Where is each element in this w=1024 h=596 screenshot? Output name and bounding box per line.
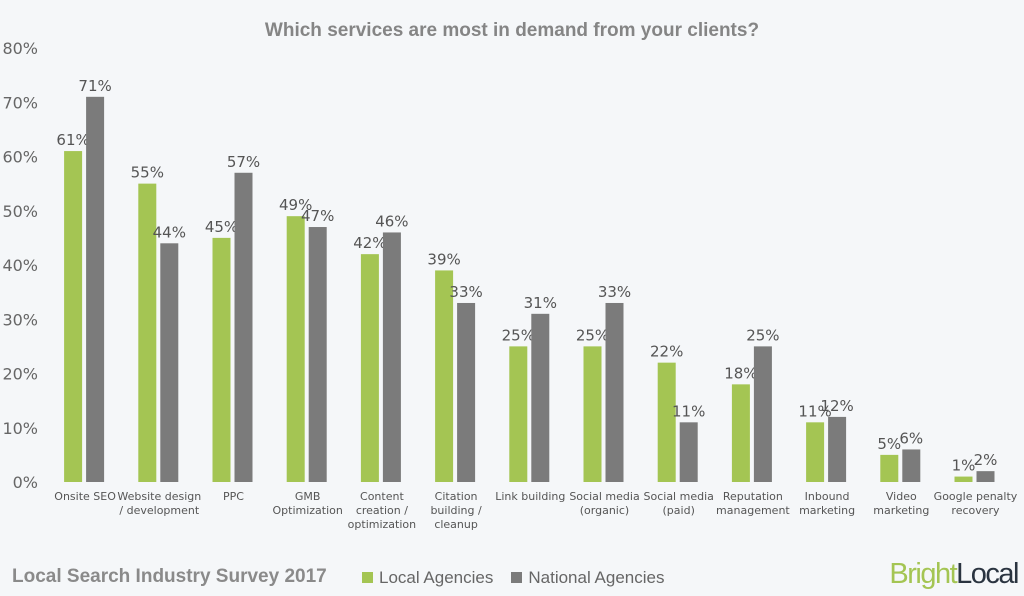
data-label: 39% [427, 250, 460, 268]
x-tick-label: PPC [223, 490, 244, 503]
data-label: 47% [301, 207, 334, 225]
data-label: 61% [56, 131, 89, 149]
x-tick-label: Reputation [723, 490, 783, 503]
bar-local [360, 254, 379, 482]
bar-local [583, 346, 602, 482]
data-label: 22% [650, 343, 683, 361]
data-label: 25% [576, 326, 609, 344]
x-tick-label: Video [886, 490, 917, 503]
x-tick-label: (organic) [580, 504, 629, 517]
x-tick-label: Inbound [805, 490, 850, 503]
data-label: 18% [724, 364, 757, 382]
x-tick-label: creation / [356, 504, 408, 517]
y-tick-label: 60% [2, 148, 38, 167]
legend-swatch-local [362, 572, 373, 583]
bar-local [138, 183, 157, 482]
x-tick-label: Social media [569, 490, 639, 503]
data-label: 2% [974, 451, 998, 469]
y-tick-label: 10% [2, 419, 38, 438]
data-label: 55% [131, 164, 164, 182]
bar-local [806, 422, 825, 482]
y-tick-label: 20% [2, 365, 38, 384]
bar-national [828, 416, 847, 482]
x-tick-label: Citation [435, 490, 478, 503]
bar-local [212, 237, 231, 482]
x-tick-label: Optimization [273, 504, 343, 517]
bar-local [509, 346, 528, 482]
x-tick-label: Content [360, 490, 404, 503]
data-label: 49% [279, 196, 312, 214]
legend-label-local: Local Agencies [379, 568, 494, 587]
data-label: 57% [227, 153, 260, 171]
x-tick-label: recovery [951, 504, 1000, 517]
x-tick-label: Google penalty [934, 490, 1018, 503]
y-tick-label: 0% [13, 473, 38, 492]
data-label: 11% [798, 402, 831, 420]
x-tick-label: optimization [348, 518, 416, 531]
bar-national [86, 96, 105, 482]
bar-local [435, 270, 454, 482]
y-tick-label: 80% [2, 39, 38, 58]
x-tick-label: cleanup [434, 518, 478, 531]
x-tick-label: Website design [117, 490, 201, 503]
data-label: 33% [449, 283, 482, 301]
bar-national [160, 243, 179, 482]
bar-national [234, 172, 253, 482]
brightlocal-logo: BrightLocal [889, 558, 1019, 590]
legend-label-national: National Agencies [528, 568, 665, 587]
x-tick-label: / development [119, 504, 199, 517]
bar-national [605, 302, 624, 482]
bar-national [382, 232, 401, 482]
y-tick-label: 40% [2, 256, 38, 275]
x-tick-label: marketing [799, 504, 855, 517]
y-tick-label: 30% [2, 310, 38, 329]
bar-national [531, 313, 550, 482]
bar-local [880, 454, 899, 482]
legend: Local Agencies National Agencies [362, 568, 664, 588]
data-label: 45% [205, 218, 238, 236]
legend-item-national: National Agencies [511, 568, 664, 588]
bar-national [902, 449, 921, 482]
bar-national [753, 346, 772, 482]
data-label: 11% [672, 402, 705, 420]
x-tick-label: management [716, 504, 790, 517]
bar-national [457, 302, 476, 482]
bar-local [954, 476, 973, 482]
data-label: 33% [598, 283, 631, 301]
survey-title: Local Search Industry Survey 2017 [12, 566, 327, 587]
x-tick-label: building / [430, 504, 482, 517]
x-tick-label: Link building [495, 490, 565, 503]
bar-chart: Which services are most in demand from y… [2, 20, 1018, 531]
y-tick-label: 70% [2, 93, 38, 112]
data-label: 25% [746, 326, 779, 344]
data-label: 31% [524, 294, 557, 312]
bar-local [657, 362, 676, 482]
legend-swatch-national [511, 572, 523, 583]
data-label: 42% [353, 234, 386, 252]
data-label: 5% [877, 435, 901, 453]
bar-national [308, 227, 327, 482]
data-label: 44% [153, 223, 186, 241]
x-tick-label: Social media [644, 490, 714, 503]
x-tick-label: marketing [873, 504, 929, 517]
y-tick-label: 50% [2, 202, 38, 221]
chart-title: Which services are most in demand from y… [265, 20, 759, 41]
bar-national [976, 471, 995, 482]
bar-local [286, 216, 305, 483]
bar-national [679, 422, 698, 482]
legend-item-local: Local Agencies [362, 568, 493, 588]
data-label: 12% [820, 397, 853, 415]
data-label: 25% [502, 326, 535, 344]
data-label: 6% [899, 429, 923, 447]
bar-local [731, 384, 750, 482]
x-tick-label: Onsite SEO [54, 490, 116, 503]
x-tick-label: (paid) [663, 504, 695, 517]
data-label: 1% [952, 457, 976, 475]
data-label: 71% [78, 77, 111, 95]
data-label: 46% [375, 212, 408, 230]
x-tick-label: GMB [295, 490, 321, 503]
bar-local [64, 151, 83, 482]
